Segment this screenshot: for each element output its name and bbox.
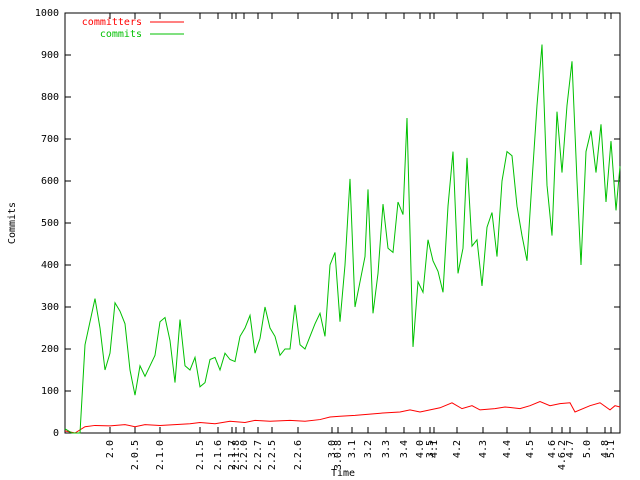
y-axis-label: Commits (7, 202, 18, 244)
series-line (64, 400, 621, 434)
x-tick-label: 4.2 (452, 440, 463, 458)
x-axis-label: Time (331, 468, 355, 479)
legend-label: commits (100, 29, 142, 40)
y-tick-label: 600 (41, 176, 59, 187)
x-tick-label: 4.5 (525, 440, 536, 458)
x-tick-label: 3.0 (327, 440, 338, 458)
y-tick-label: 800 (41, 92, 59, 103)
x-tick-label: 2.1.5 (195, 440, 206, 470)
x-tick-label: 4.4 (502, 440, 513, 458)
x-tick-label: 2.2.6 (293, 440, 304, 470)
x-tick-label: 3.0.8 (333, 440, 344, 470)
x-tick-label: 3.4 (399, 440, 410, 458)
x-tick-label: 4.0 (415, 440, 426, 458)
x-tick-label: 2.1.0 (155, 440, 166, 470)
x-tick-label: 2.2.0 (239, 440, 250, 470)
x-tick-label: 3.5 (425, 440, 436, 458)
x-tick-label: 2.0.5 (130, 440, 141, 470)
y-tick-label: 200 (41, 344, 59, 355)
y-tick-label: 0 (53, 428, 59, 439)
y-tick-label: 300 (41, 302, 59, 313)
x-tick-label: 4.7 (565, 440, 576, 458)
x-tick-label: 3.2 (363, 440, 374, 458)
legend-label: committers (82, 17, 142, 28)
x-tick-label: 4.6 (547, 440, 558, 458)
x-tick-label: 2.2.5 (267, 440, 278, 470)
x-tick-label: 3.3 (381, 440, 392, 458)
x-tick-label: 2.0 (105, 440, 116, 458)
x-tick-label: 2.2.7 (253, 440, 264, 470)
y-tick-label: 1000 (35, 8, 59, 19)
y-tick-label: 700 (41, 134, 59, 145)
x-tick-label: 4.8 (600, 440, 611, 458)
x-tick-label: 2.1.6 (213, 440, 224, 470)
x-tick-label: 4.3 (478, 440, 489, 458)
x-tick-label: 5.0 (582, 440, 593, 458)
x-tick-label: 4.6.2 (557, 440, 568, 470)
x-tick-label: 4.1 (429, 440, 440, 458)
y-tick-label: 500 (41, 218, 59, 229)
x-tick-label: 2.1.8 (231, 440, 242, 470)
y-tick-label: 900 (41, 50, 59, 61)
series-line (64, 44, 621, 434)
x-tick-label: 2.1.7 (227, 440, 238, 470)
x-tick-label: 5.1 (606, 440, 617, 458)
y-tick-label: 100 (41, 386, 59, 397)
x-tick-label: 3.1 (347, 440, 358, 458)
y-tick-label: 400 (41, 260, 59, 271)
